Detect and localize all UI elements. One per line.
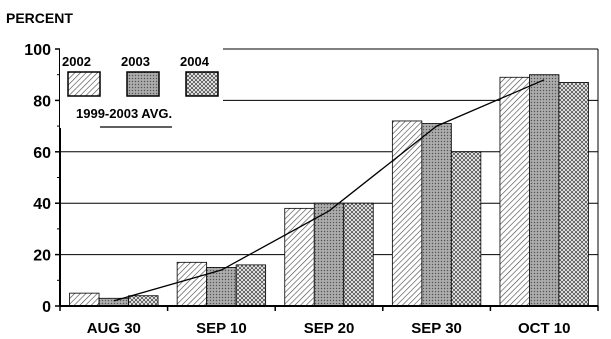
bar-2004-aug-30 [128,295,159,307]
bar-2004-sep-30 [450,151,482,307]
legend-swatch-2003 [126,71,160,97]
bar-2003-aug-30 [98,297,129,307]
average-line [113,79,545,302]
bar-2002-sep-20 [284,207,315,307]
category-label: AUG 30 [87,320,141,337]
category-label: SEP 20 [304,320,355,337]
bar-2004-oct-10 [558,82,589,307]
average-line-path [113,79,545,302]
legend-label-average: 1999-2003 AVG. [76,106,172,121]
y-tick-label: 100 [24,42,51,59]
category-labels: AUG 30 SEP 10 SEP 20 SEP 30 OCT 10 [87,320,571,337]
y-tick-labels: 0 20 40 60 80 100 [24,42,51,316]
category-label: OCT 10 [518,320,571,337]
bar-2003-oct-10 [529,74,560,307]
bar-2003-sep-30 [421,123,452,307]
y-tick-label: 60 [33,145,51,162]
category-label: SEP 10 [196,320,247,337]
y-axis-label: PERCENT [6,10,73,26]
category-label: SEP 30 [411,320,462,337]
y-tick-label: 40 [33,196,51,213]
bar-2002-aug-30 [69,292,100,307]
legend-label-2004: 2004 [180,54,210,69]
legend-label-2002: 2002 [62,54,91,69]
bar-2002-sep-10 [176,261,208,307]
legend: 2002 2003 2004 1999-2003 AVG. [60,48,223,128]
bar-2004-sep-20 [343,202,374,307]
legend-label-2003: 2003 [121,54,150,69]
legend-swatch-2002 [67,71,101,97]
bar-2003-sep-10 [206,267,237,307]
bars [69,74,589,307]
bar-2004-sep-10 [235,264,267,307]
legend-swatch-2004 [185,71,219,97]
bar-2003-sep-20 [313,202,345,307]
y-tick-label: 20 [33,248,51,265]
bar-2002-oct-10 [499,76,530,307]
y-tick-label: 80 [33,93,51,110]
y-tick-label: 0 [42,299,51,316]
